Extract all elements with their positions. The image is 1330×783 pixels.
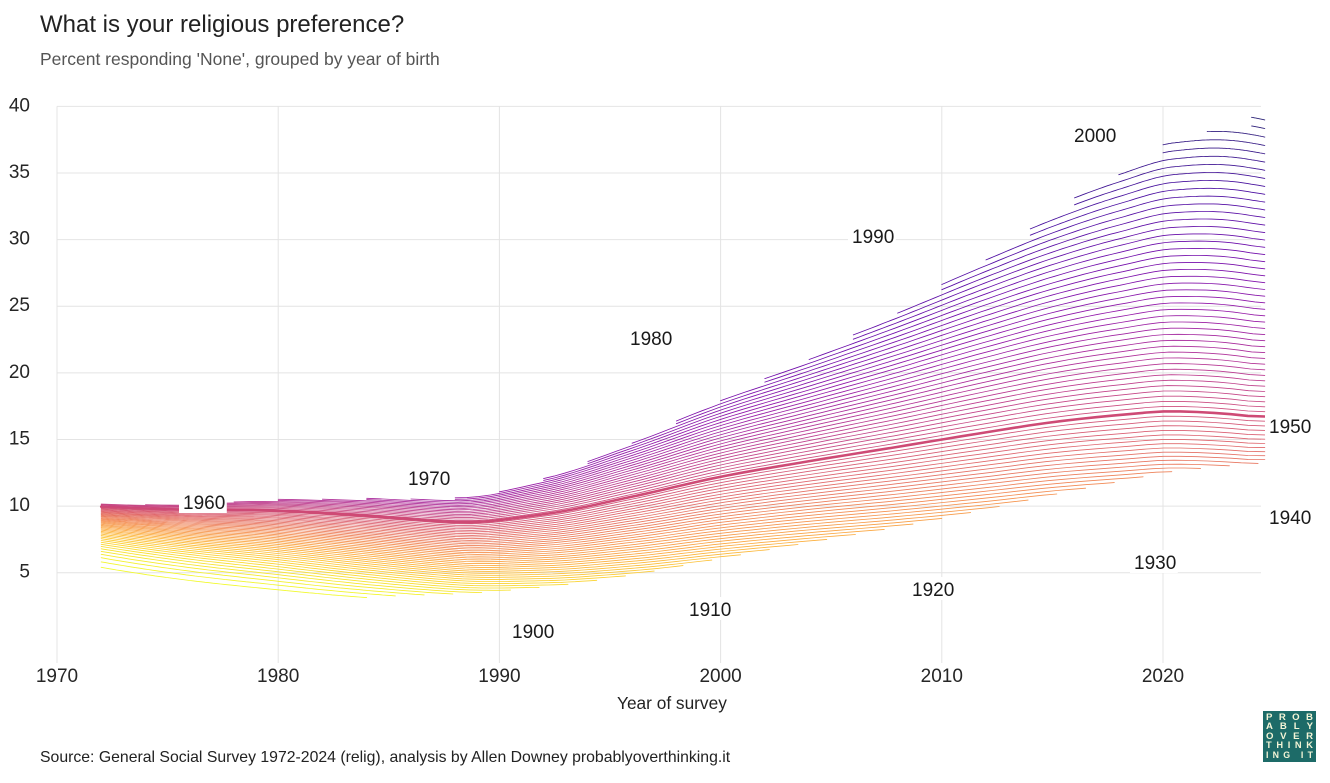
svg-text:2000: 2000: [1074, 126, 1116, 147]
svg-text:1980: 1980: [630, 329, 672, 350]
svg-text:2000: 2000: [699, 666, 741, 687]
svg-text:15: 15: [9, 429, 30, 450]
svg-text:1980: 1980: [257, 666, 299, 687]
svg-text:1950: 1950: [1269, 417, 1311, 438]
svg-text:1910: 1910: [689, 600, 731, 621]
svg-text:10: 10: [9, 495, 30, 516]
svg-text:1900: 1900: [512, 622, 554, 643]
svg-text:2010: 2010: [921, 666, 963, 687]
svg-text:25: 25: [9, 295, 30, 316]
svg-text:5: 5: [19, 562, 30, 583]
svg-text:20: 20: [9, 362, 30, 383]
svg-text:1920: 1920: [912, 580, 954, 601]
svg-text:1990: 1990: [478, 666, 520, 687]
svg-text:1990: 1990: [852, 227, 894, 248]
svg-text:1970: 1970: [408, 469, 450, 490]
svg-text:2020: 2020: [1142, 666, 1184, 687]
svg-text:1930: 1930: [1134, 553, 1176, 574]
svg-text:1970: 1970: [36, 666, 78, 687]
svg-text:40: 40: [9, 95, 30, 116]
svg-text:30: 30: [9, 229, 30, 250]
svg-text:1940: 1940: [1269, 508, 1311, 529]
svg-text:35: 35: [9, 162, 30, 183]
svg-text:1960: 1960: [183, 493, 225, 514]
